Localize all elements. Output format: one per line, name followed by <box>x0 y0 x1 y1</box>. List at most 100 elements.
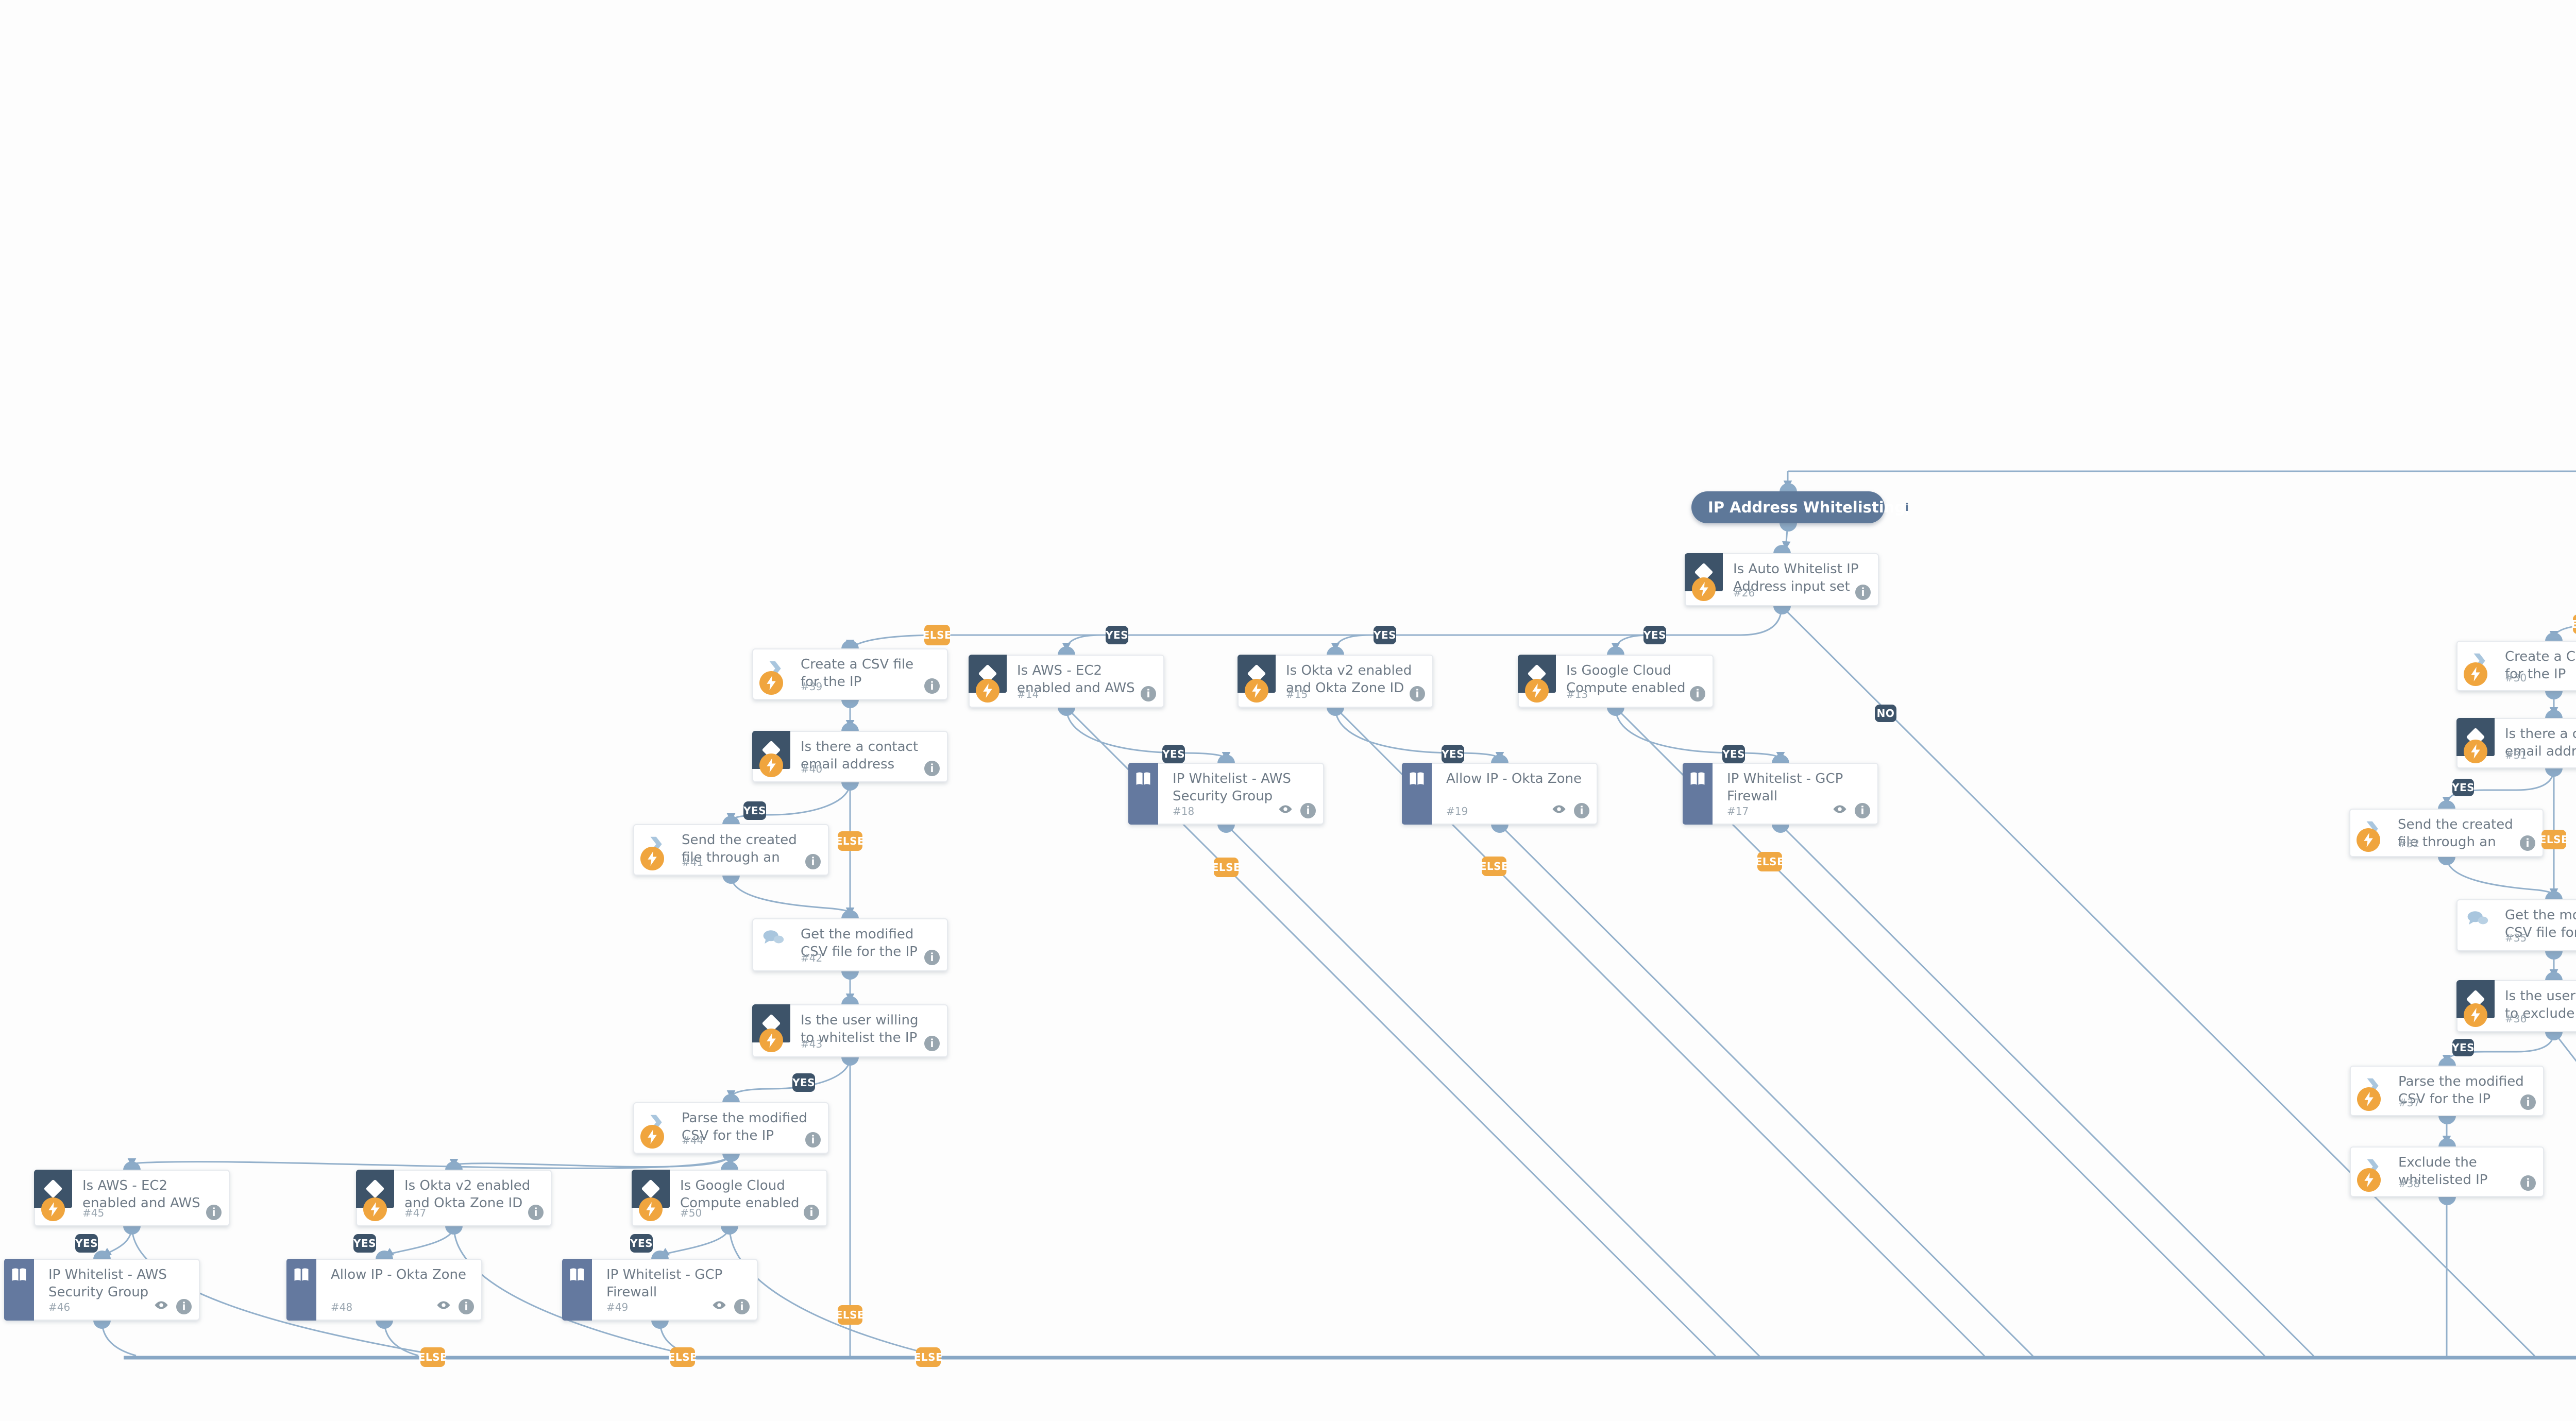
info-icon[interactable]: i <box>734 1299 750 1314</box>
node-title: Exclude the whitelisted IP Address(es) <box>2398 1155 2488 1188</box>
eye-preview-icon[interactable] <box>1278 804 1293 816</box>
connector-port[interactable] <box>2545 768 2563 777</box>
node-title: Is Okta v2 enabled and Okta Zone ID set? <box>404 1178 531 1211</box>
info-icon[interactable]: i <box>924 1036 940 1051</box>
connector-port[interactable] <box>445 1226 463 1235</box>
connector-port[interactable] <box>93 1320 111 1329</box>
connector-port[interactable] <box>2438 1116 2456 1124</box>
info-icon[interactable]: i <box>176 1299 192 1314</box>
info-icon[interactable]: i <box>1300 803 1316 818</box>
edge-40 <box>453 1226 694 1357</box>
connector-port[interactable] <box>841 699 859 708</box>
connector-port[interactable] <box>721 1226 738 1235</box>
node-17[interactable]: IP Whitelist - GCP Firewall #17 i <box>1683 763 1878 825</box>
info-icon[interactable]: i <box>1574 803 1589 818</box>
info-icon[interactable]: i <box>2520 1175 2536 1191</box>
node-39[interactable]: Create a CSV file for the IP Address(es)… <box>752 648 948 700</box>
edge-label-yes: YES <box>1442 745 1464 763</box>
automation-chevron-icon <box>646 834 665 856</box>
info-icon[interactable]: i <box>528 1205 544 1220</box>
node-41[interactable]: Send the created file through an email #… <box>633 824 829 876</box>
edge-41 <box>728 1226 939 1357</box>
connector-port[interactable] <box>1779 523 1797 532</box>
edge-38 <box>660 1226 731 1257</box>
sub-playbook-book-icon <box>286 1259 316 1321</box>
eye-preview-icon[interactable] <box>154 1300 169 1312</box>
connector-port[interactable] <box>1327 707 1344 716</box>
edge-label-else: ELSE <box>2571 614 2576 634</box>
edge-label-yes: YES <box>1374 626 1396 644</box>
node-32[interactable]: Send the created file through an email #… <box>2349 809 2544 857</box>
node-40[interactable]: Is there a contact email address provide… <box>752 731 948 782</box>
connector-port[interactable] <box>722 875 740 884</box>
connector-port[interactable] <box>1607 707 1624 716</box>
lightning-automation-icon <box>639 1197 663 1221</box>
node-title: IP Whitelist - GCP Firewall <box>606 1267 723 1300</box>
node-26[interactable]: Is Auto Whitelist IP Address input set t… <box>1685 553 1879 606</box>
automation-chevron-icon <box>765 659 784 680</box>
node-46[interactable]: IP Whitelist - AWS Security Group #46 i <box>4 1259 200 1321</box>
node-44[interactable]: Parse the modified CSV for the IP Addres… <box>633 1102 829 1154</box>
node-49[interactable]: IP Whitelist - GCP Firewall #49 i <box>562 1259 758 1321</box>
info-icon[interactable]: i <box>2520 1094 2536 1110</box>
node-19[interactable]: Allow IP - Okta Zone #19 i <box>1402 763 1598 825</box>
info-icon[interactable]: i <box>206 1205 222 1220</box>
connector-port[interactable] <box>841 971 859 980</box>
node-45[interactable]: Is AWS - EC2 enabled and AWS Security Gr… <box>34 1170 230 1226</box>
connector-port[interactable] <box>1773 606 1791 614</box>
info-icon[interactable]: i <box>1855 803 1870 818</box>
node-15[interactable]: Is Okta v2 enabled and Okta Zone ID set?… <box>1238 655 1433 708</box>
eye-preview-icon[interactable] <box>711 1300 727 1312</box>
node-30[interactable]: Create a CSV file for the IP Address(es)… <box>2456 641 2576 691</box>
info-icon[interactable]: i <box>805 1132 821 1148</box>
node-36[interactable]: Is the user willing to exclude the IP Ad… <box>2456 980 2576 1032</box>
node-42[interactable]: Get the modified CSV file for the IP Add… <box>752 918 948 971</box>
node-47[interactable]: Is Okta v2 enabled and Okta Zone ID set?… <box>356 1170 552 1226</box>
info-icon[interactable]: i <box>1141 686 1156 701</box>
connector-port[interactable] <box>1772 824 1789 833</box>
eye-preview-icon[interactable] <box>436 1300 451 1312</box>
info-icon[interactable]: i <box>924 678 940 694</box>
connector-port[interactable] <box>651 1320 669 1329</box>
info-icon[interactable]: i <box>1410 686 1425 701</box>
eye-preview-icon[interactable] <box>1551 804 1567 816</box>
node-18[interactable]: IP Whitelist - AWS Security Group #18 i <box>1128 763 1324 825</box>
connector-port[interactable] <box>1491 824 1509 833</box>
connector-port[interactable] <box>2545 691 2563 699</box>
info-icon[interactable]: i <box>2520 835 2535 851</box>
connector-port[interactable] <box>2545 951 2563 960</box>
data-collection-chat-icon <box>762 929 784 948</box>
node-13[interactable]: Is Google Cloud Compute enabled and GCP … <box>1518 655 1714 708</box>
node-43[interactable]: Is the user willing to whitelist the IP … <box>752 1004 948 1057</box>
info-icon[interactable]: i <box>1905 500 1909 515</box>
connector-port[interactable] <box>2438 1196 2456 1205</box>
node-50[interactable]: Is Google Cloud Compute enabled and GCP … <box>632 1170 827 1226</box>
info-icon[interactable]: i <box>459 1299 474 1314</box>
connector-port[interactable] <box>123 1226 141 1235</box>
node-38[interactable]: Exclude the whitelisted IP Address(es) #… <box>2350 1146 2544 1197</box>
edge-16 <box>1781 605 2536 1357</box>
node-31[interactable]: Is there a contact email address provide… <box>2456 718 2576 768</box>
edge-50 <box>2442 768 2555 806</box>
connector-port[interactable] <box>841 1057 859 1066</box>
connector-port[interactable] <box>2545 1032 2563 1040</box>
info-icon[interactable]: i <box>805 854 821 869</box>
info-icon[interactable]: i <box>804 1205 819 1220</box>
eye-preview-icon[interactable] <box>1832 804 1848 816</box>
info-icon[interactable]: i <box>924 950 940 965</box>
section-ip-address-whitelisting[interactable]: IP Address Whitelisting i <box>1691 491 1909 523</box>
node-number: #43 <box>801 1038 823 1050</box>
node-14[interactable]: Is AWS - EC2 enabled and AWS Security Gr… <box>969 655 1164 708</box>
connector-port[interactable] <box>376 1320 393 1329</box>
node-35[interactable]: Get the modified CSV file for the IP Add… <box>2456 899 2576 951</box>
connector-port[interactable] <box>1217 824 1235 833</box>
node-48[interactable]: Allow IP - Okta Zone #48 i <box>286 1259 482 1321</box>
connector-port[interactable] <box>1058 707 1075 716</box>
connector-port[interactable] <box>2437 857 2455 865</box>
node-37[interactable]: Parse the modified CSV for the IP Addres… <box>2350 1066 2544 1116</box>
edge-12 <box>845 606 1783 648</box>
info-icon[interactable]: i <box>924 761 940 776</box>
info-icon[interactable]: i <box>1855 585 1871 600</box>
connector-port[interactable] <box>841 782 859 791</box>
info-icon[interactable]: i <box>1690 686 1705 701</box>
